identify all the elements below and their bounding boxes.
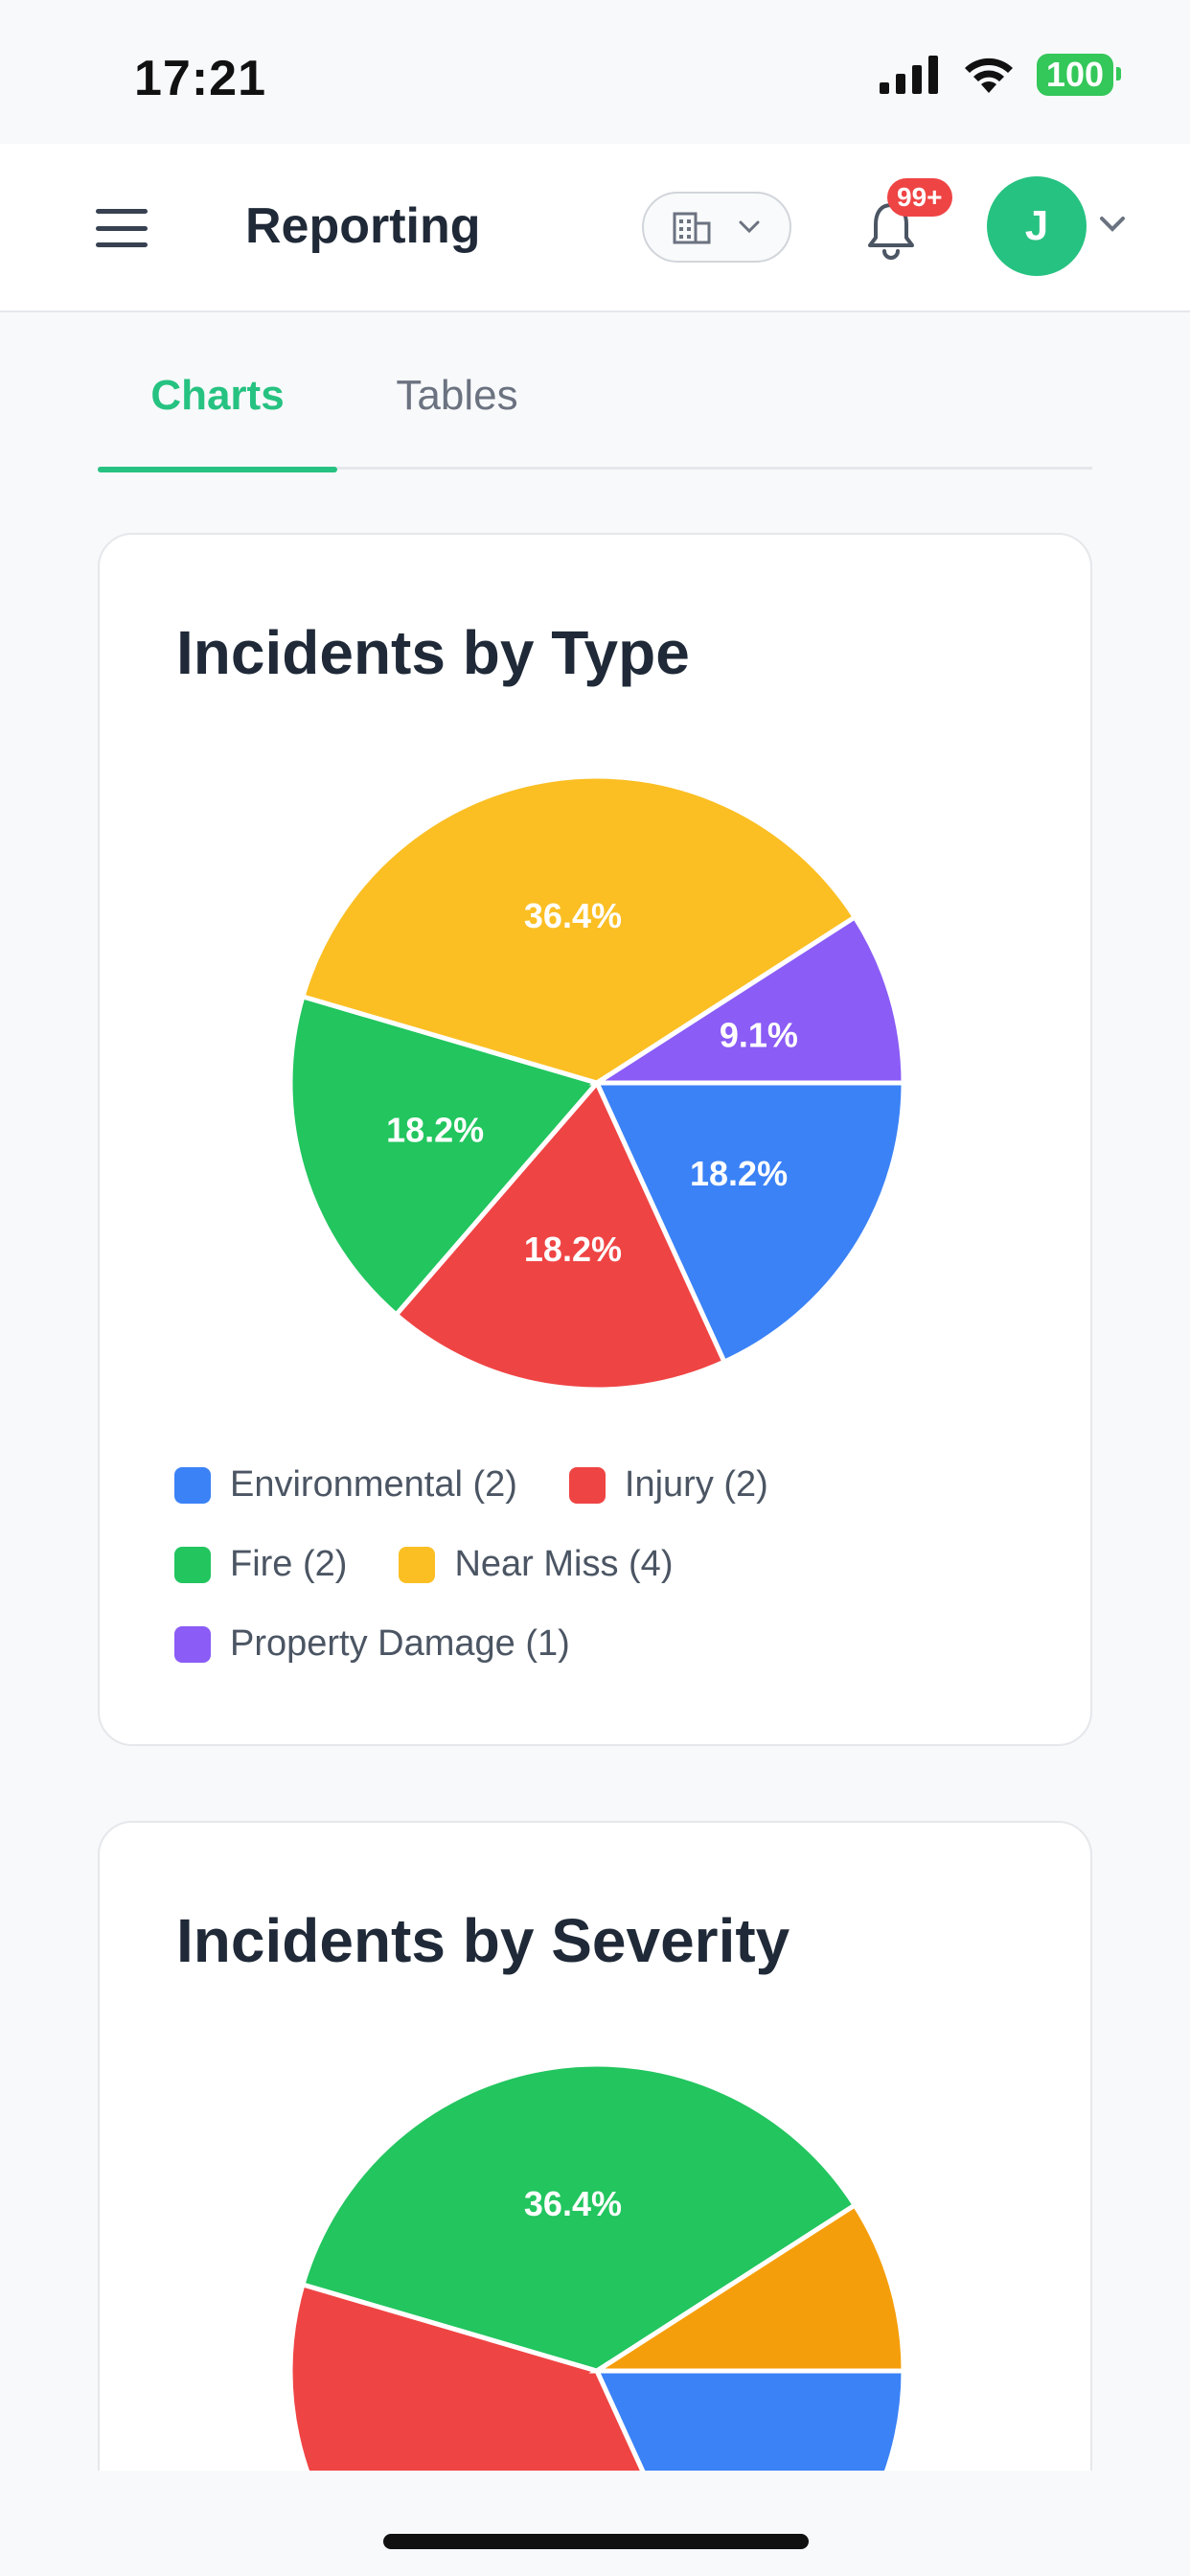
pie-slice[interactable]	[299, 773, 858, 1086]
pie-slice-label: 36.4%	[524, 896, 622, 935]
pie-chart-incidents-by-type: 18.2% 18.2% 18.2% 36.4% 9.1%	[287, 773, 906, 1392]
bottom-safe-area	[0, 2471, 1190, 2576]
pie-slice[interactable]	[588, 913, 906, 1086]
site-selector[interactable]	[642, 192, 791, 263]
chart-card-incidents-by-type: Incidents by Type 18.2% 18.2% 18.2% 36.4% 9.…	[98, 533, 1092, 1746]
legend-swatch	[174, 1546, 211, 1583]
status-bar: 17:21 100	[0, 0, 1190, 144]
home-indicator	[383, 2534, 809, 2549]
wifi-icon	[964, 58, 1013, 93]
pie-slice[interactable]	[588, 2201, 906, 2374]
chart-title: Incidents by Severity	[176, 1906, 790, 1975]
chart-legend: Environmental (2) Injury (2) Fire (2) Ne…	[174, 1464, 1037, 1703]
pie-slice-label: 36.4%	[524, 2184, 622, 2223]
legend-swatch	[399, 1546, 436, 1583]
chart-card-incidents-by-severity: Incidents by Severity 36.4%36.4%	[98, 1821, 1092, 2576]
chevron-down-icon	[739, 220, 760, 234]
pie-slice[interactable]	[593, 1080, 906, 1366]
pie-slice-label: 18.2%	[524, 1230, 622, 1269]
legend-swatch	[174, 1625, 211, 1663]
status-icons: 100	[879, 54, 1122, 96]
pie-slice[interactable]	[287, 993, 602, 1319]
menu-icon[interactable]	[96, 209, 148, 247]
chevron-down-icon[interactable]	[1098, 215, 1127, 234]
pie-slice-label: 18.2%	[386, 1111, 484, 1150]
legend-label: Property Damage (1)	[230, 1623, 570, 1664]
legend-item-near-miss[interactable]: Near Miss (4)	[399, 1544, 673, 1585]
legend-label: Environmental (2)	[230, 1464, 517, 1505]
legend-item-property-damage[interactable]: Property Damage (1)	[174, 1623, 570, 1665]
legend-item-fire[interactable]: Fire (2)	[174, 1544, 347, 1585]
pie-chart-incidents-by-severity: 36.4%36.4%	[287, 2061, 906, 2576]
avatar[interactable]: J	[987, 176, 1087, 276]
tab-charts[interactable]: Charts	[98, 364, 337, 472]
building-icon	[673, 212, 711, 244]
signal-icon	[879, 56, 938, 94]
legend-item-injury[interactable]: Injury (2)	[568, 1464, 768, 1506]
pie-slice[interactable]	[392, 1078, 728, 1392]
app-header: Reporting 99+ J	[0, 144, 1190, 312]
pie-slice[interactable]	[299, 2061, 858, 2374]
page-title: Reporting	[245, 198, 481, 254]
legend-label: Fire (2)	[230, 1544, 348, 1584]
legend-label: Near Miss (4)	[454, 1544, 674, 1584]
status-time: 17:21	[134, 51, 266, 106]
notification-badge: 99+	[887, 178, 952, 217]
legend-item-environmental[interactable]: Environmental (2)	[174, 1464, 517, 1506]
legend-swatch	[174, 1466, 211, 1504]
tab-tables[interactable]: Tables	[396, 372, 518, 419]
legend-label: Injury (2)	[624, 1464, 768, 1505]
chart-title: Incidents by Type	[176, 618, 690, 687]
battery-indicator: 100	[1036, 54, 1122, 96]
pie-slice-label: 9.1%	[720, 1015, 798, 1054]
legend-swatch	[568, 1466, 606, 1504]
pie-slice-label: 18.2%	[690, 1154, 788, 1193]
tab-bar: Charts Tables	[98, 364, 1092, 472]
